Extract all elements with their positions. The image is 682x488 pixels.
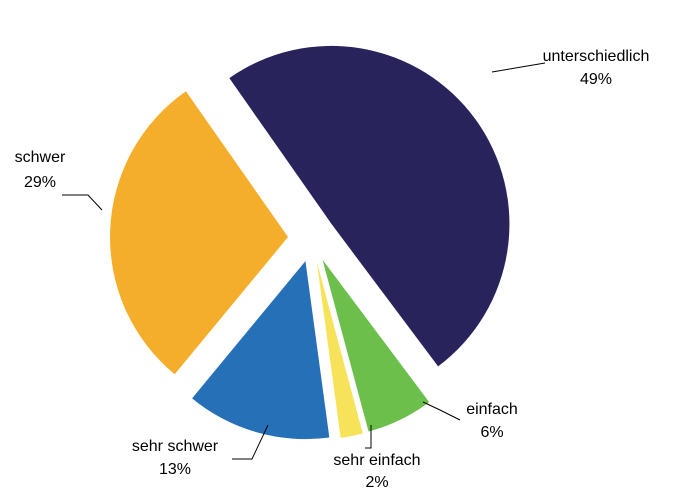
pie-slice [322, 259, 430, 432]
slice-value: 49% [580, 71, 612, 88]
pie-slice [192, 261, 330, 440]
slice-label: einfach [466, 401, 518, 418]
leader-line [62, 194, 103, 211]
slice-value: 29% [24, 174, 56, 191]
slice-value: 2% [365, 474, 388, 488]
slice-label: sehr schwer [132, 438, 219, 455]
leader-line [422, 401, 461, 421]
leader-line [232, 424, 269, 460]
leader-line [491, 62, 546, 73]
slice-label: sehr einfach [333, 452, 420, 469]
pie-slice [316, 261, 363, 438]
leader-line [365, 425, 372, 449]
pie-slice [229, 45, 510, 367]
slice-value: 13% [159, 461, 191, 478]
slice-value: 6% [480, 424, 503, 441]
slice-label: unterschiedlich [543, 48, 650, 65]
pie-slice [110, 91, 289, 375]
slice-label: schwer [15, 149, 66, 166]
